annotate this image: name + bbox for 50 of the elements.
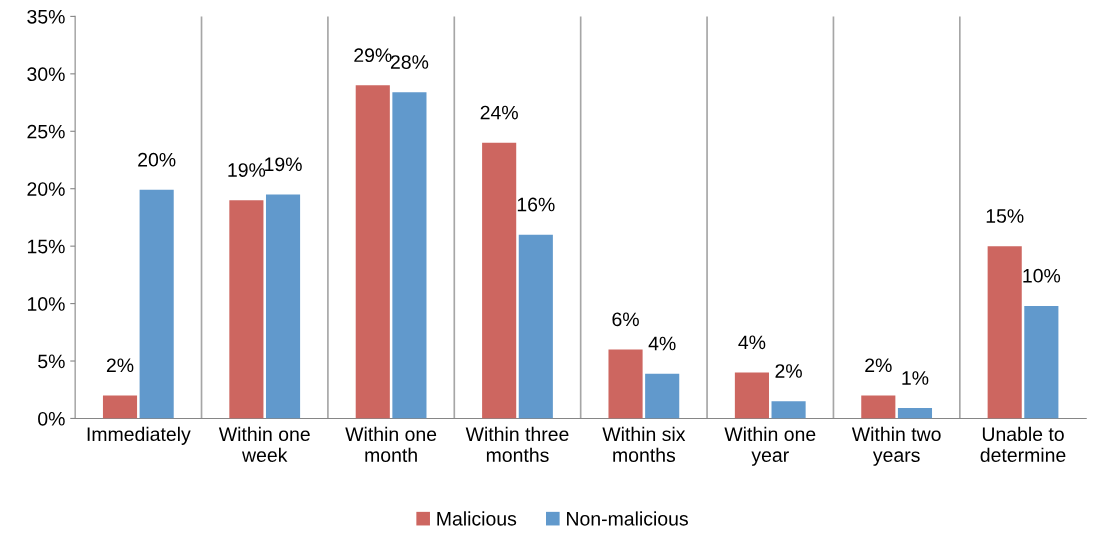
- bar: [265, 194, 301, 419]
- data-label: 6%: [612, 312, 639, 327]
- legend-label: Non-malicious: [567, 511, 688, 526]
- x-tick-label: Within one month: [345, 426, 437, 463]
- bar: [482, 142, 517, 419]
- data-label: 19%: [228, 163, 266, 177]
- bar: [608, 349, 643, 419]
- bar: [139, 189, 174, 419]
- y-tick-label: 15%: [27, 239, 65, 254]
- bar: [102, 395, 138, 419]
- bar: [392, 92, 427, 419]
- x-tick-label: Within six months: [602, 426, 686, 463]
- data-label: 4%: [648, 336, 676, 351]
- bar: [897, 408, 933, 419]
- x-tick-label: Unable to determine: [980, 426, 1066, 463]
- data-label: 2%: [106, 358, 134, 373]
- data-label: 28%: [390, 55, 429, 69]
- data-label: 4%: [738, 335, 766, 350]
- bar: [355, 85, 390, 419]
- x-tick-label: Within one week: [218, 426, 310, 463]
- data-label: 2%: [865, 358, 892, 373]
- y-tick-label: 0%: [38, 411, 65, 426]
- data-label: 20%: [138, 152, 176, 167]
- legend-label: Malicious: [437, 511, 517, 526]
- bar: [1024, 305, 1059, 419]
- bar: [229, 200, 264, 419]
- bar: [771, 401, 806, 419]
- y-tick-label: 20%: [27, 182, 65, 196]
- bar: [734, 372, 769, 419]
- data-label: 24%: [480, 105, 518, 120]
- bar: [861, 395, 896, 419]
- y-tick-label: 35%: [27, 9, 65, 24]
- x-tick-label: Within three months: [465, 426, 569, 463]
- y-tick-label: 5%: [38, 354, 65, 369]
- bar: [645, 373, 680, 419]
- data-label: 29%: [354, 48, 392, 63]
- x-tick-label: Within two years: [851, 426, 941, 466]
- data-label: 16%: [517, 197, 555, 212]
- y-tick-label: 30%: [27, 67, 65, 82]
- y-tick-label: 25%: [27, 124, 65, 139]
- bar: [518, 234, 553, 419]
- data-label: 1%: [902, 371, 929, 385]
- data-label: 2%: [775, 364, 802, 378]
- x-tick-label: Immediately: [87, 426, 191, 445]
- y-tick-label: 10%: [27, 297, 65, 311]
- data-label: 15%: [986, 209, 1024, 223]
- bar: [987, 246, 1022, 419]
- data-label: 19%: [265, 157, 302, 172]
- data-label: 10%: [1023, 268, 1061, 283]
- x-tick-label: Within one year: [724, 426, 816, 466]
